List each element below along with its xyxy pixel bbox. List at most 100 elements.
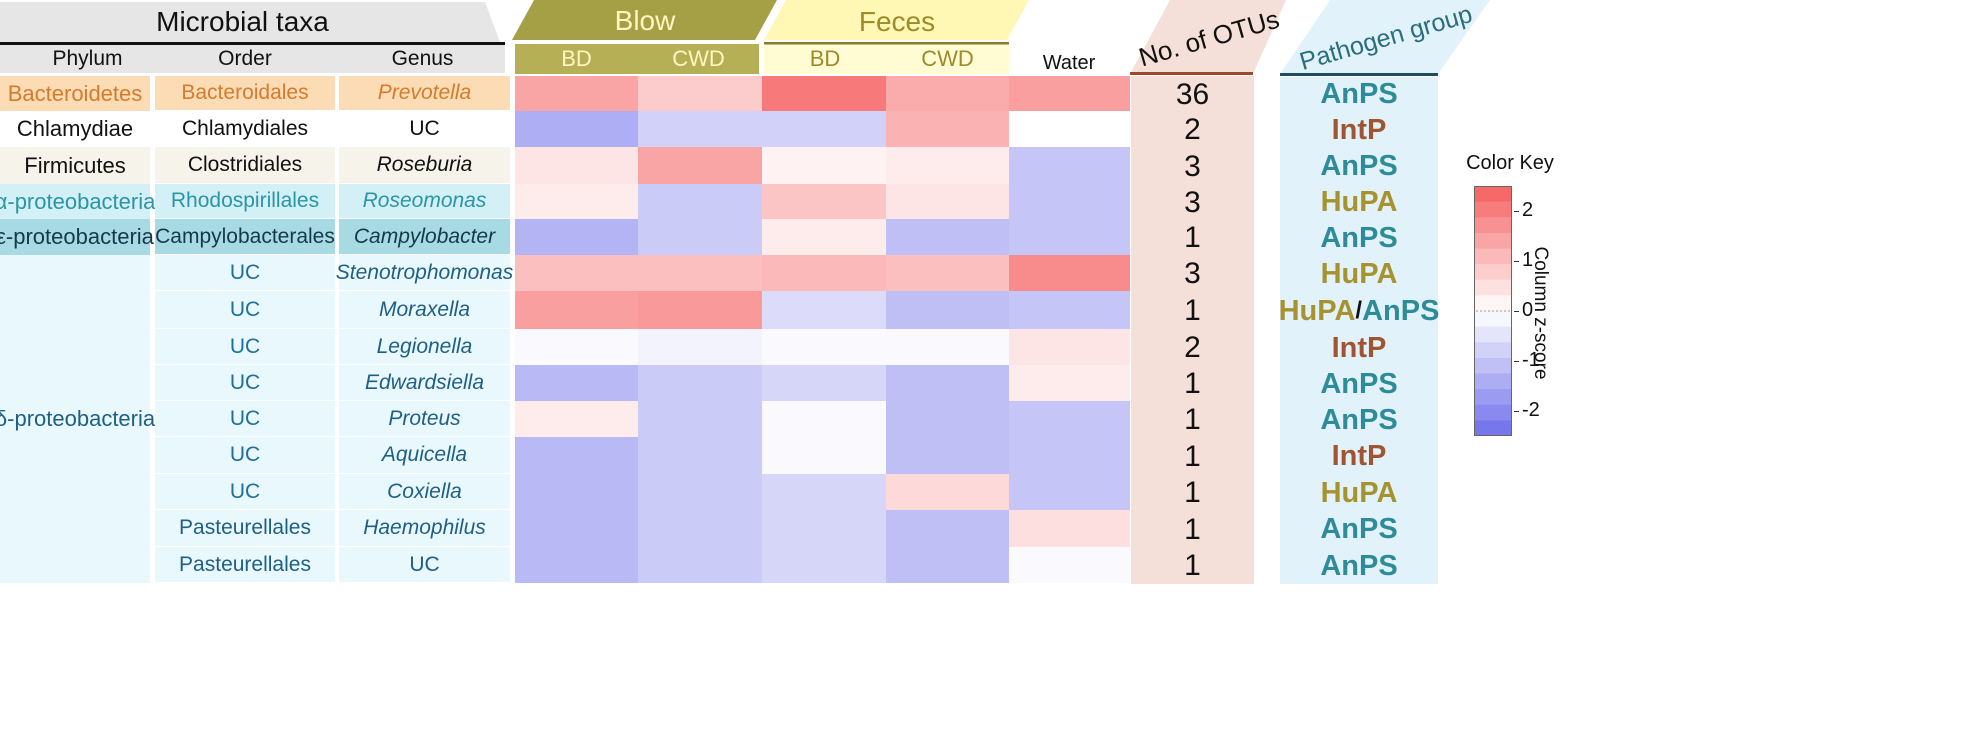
order-header: Order (218, 47, 272, 70)
pathogen-label: AnPS (1320, 150, 1398, 182)
otu-count: 3 (1184, 257, 1201, 290)
otu-count: 2 (1184, 113, 1201, 146)
genus-cell: Aquicella (339, 437, 510, 473)
color-key-step (1474, 201, 1512, 218)
heatmap-cell (515, 365, 638, 401)
pathogen-label: HuPA (1320, 257, 1398, 290)
order-cell: UC (155, 255, 335, 290)
pathogen-label: AnPS (1320, 513, 1398, 545)
heatmap-cell (638, 111, 762, 147)
heatmap-cell (1009, 547, 1130, 583)
phylum-cell: Bacteroidetes (0, 76, 150, 111)
heatmap-cell (886, 547, 1009, 583)
color-key-step (1474, 420, 1512, 436)
heatmap-cell (886, 474, 1009, 510)
genus-header: Genus (391, 47, 454, 70)
heatmap-cell (1009, 329, 1130, 365)
heatmap-cell (515, 401, 638, 437)
heatmap-cell (1009, 184, 1130, 219)
color-key-step (1474, 404, 1512, 421)
phylum-cell: α-proteobacteria (0, 184, 155, 219)
heatmap-cell (638, 76, 762, 111)
heatmap-cell (886, 329, 1009, 365)
otu-count: 1 (1184, 549, 1201, 582)
color-key-step (1474, 279, 1512, 296)
order-cell: UC (155, 329, 335, 364)
otu-count: 1 (1184, 476, 1201, 509)
genus-cell: Roseburia (339, 147, 510, 183)
heatmap-cell (886, 255, 1009, 291)
heatmap-cell (762, 255, 886, 291)
pathogen-group: HuPA (1270, 256, 1448, 292)
heatmap-cell (515, 510, 638, 547)
pathogen-group: AnPS (1270, 148, 1448, 185)
heatmap-cell (1009, 147, 1130, 184)
pathogen-label: HuPA (1320, 476, 1398, 509)
pathogen-label: AnPS (1320, 221, 1398, 254)
heatmap-cell (886, 401, 1009, 437)
color-key-ticks: 2 1 0 -1 -2 (1514, 186, 1544, 436)
color-key-tick-label: 1 (1522, 249, 1534, 271)
heatmap-cell (515, 255, 638, 291)
color-key-bar (1474, 186, 1512, 436)
heatmap-cell (762, 510, 886, 547)
heatmap-cell (762, 437, 886, 474)
heatmap-cell (515, 291, 638, 329)
pathogen-label: AnPS (1362, 294, 1440, 327)
color-key-tick-mark (1514, 211, 1519, 212)
heatmap-cell (638, 474, 762, 510)
color-key-tick-label: 2 (1522, 199, 1534, 221)
otu-count: 1 (1184, 294, 1201, 327)
heatmap-cell (886, 76, 1009, 111)
pathogen-group: AnPS (1270, 220, 1448, 256)
pathogen-group: AnPS (1270, 548, 1448, 584)
heatmap-cell (638, 147, 762, 184)
heatmap-cell (638, 219, 762, 255)
heatmap-cell (515, 329, 638, 365)
heatmap-cell (1009, 510, 1130, 547)
order-cell: Clostridiales (155, 147, 335, 183)
heatmap-cell (515, 219, 638, 255)
heatmap-cell (1009, 219, 1130, 255)
heatmap-cell (638, 329, 762, 365)
heatmap-cell (1009, 401, 1130, 437)
color-key-step (1474, 295, 1512, 312)
blow-subheader-bg (515, 44, 759, 74)
order-cell: Pasteurellales (155, 510, 335, 546)
heatmap-cell (886, 184, 1009, 219)
heatmap-cell (762, 184, 886, 219)
phylum-cell: Chlamydiae (0, 111, 150, 147)
color-key-tick-mark (1514, 361, 1519, 362)
heatmap-cell (638, 184, 762, 219)
heatmap-cell (886, 437, 1009, 474)
blow-feces-header (512, 0, 1029, 74)
genus-cell: Coxiella (339, 474, 510, 509)
color-key-tick-label: -1 (1522, 349, 1540, 371)
taxa-subheader (0, 45, 505, 73)
heatmap-cell (515, 437, 638, 474)
heatmap-cell (515, 547, 638, 583)
color-key-tick-mark (1514, 411, 1519, 412)
otu-count: 1 (1184, 439, 1201, 473)
heatmap-cell (1009, 365, 1130, 401)
order-cell: UC (155, 437, 335, 473)
heatmap-cell (886, 219, 1009, 255)
heatmap-cell (515, 147, 638, 184)
phylum-cell: δ-proteobacteria (0, 255, 155, 583)
pathogen-group: AnPS (1270, 366, 1448, 402)
color-key-frame (1474, 186, 1512, 436)
water-label: Water (1042, 51, 1096, 74)
heatmap (515, 76, 1130, 583)
phylum-header: Phylum (52, 47, 123, 70)
color-key-tick-mark (1514, 311, 1519, 312)
otu-count: 3 (1184, 149, 1201, 183)
heatmap-cell (1009, 474, 1130, 510)
feces-label: Feces (858, 6, 936, 37)
order-cell: Campylobacterales (155, 219, 335, 254)
heatmap-cell (515, 474, 638, 510)
heatmap-cell (638, 510, 762, 547)
heatmap-cell (886, 147, 1009, 184)
heatmap-cell (762, 111, 886, 147)
pathogen-group: IntP (1270, 438, 1448, 475)
taxa-header-divider (0, 42, 505, 45)
